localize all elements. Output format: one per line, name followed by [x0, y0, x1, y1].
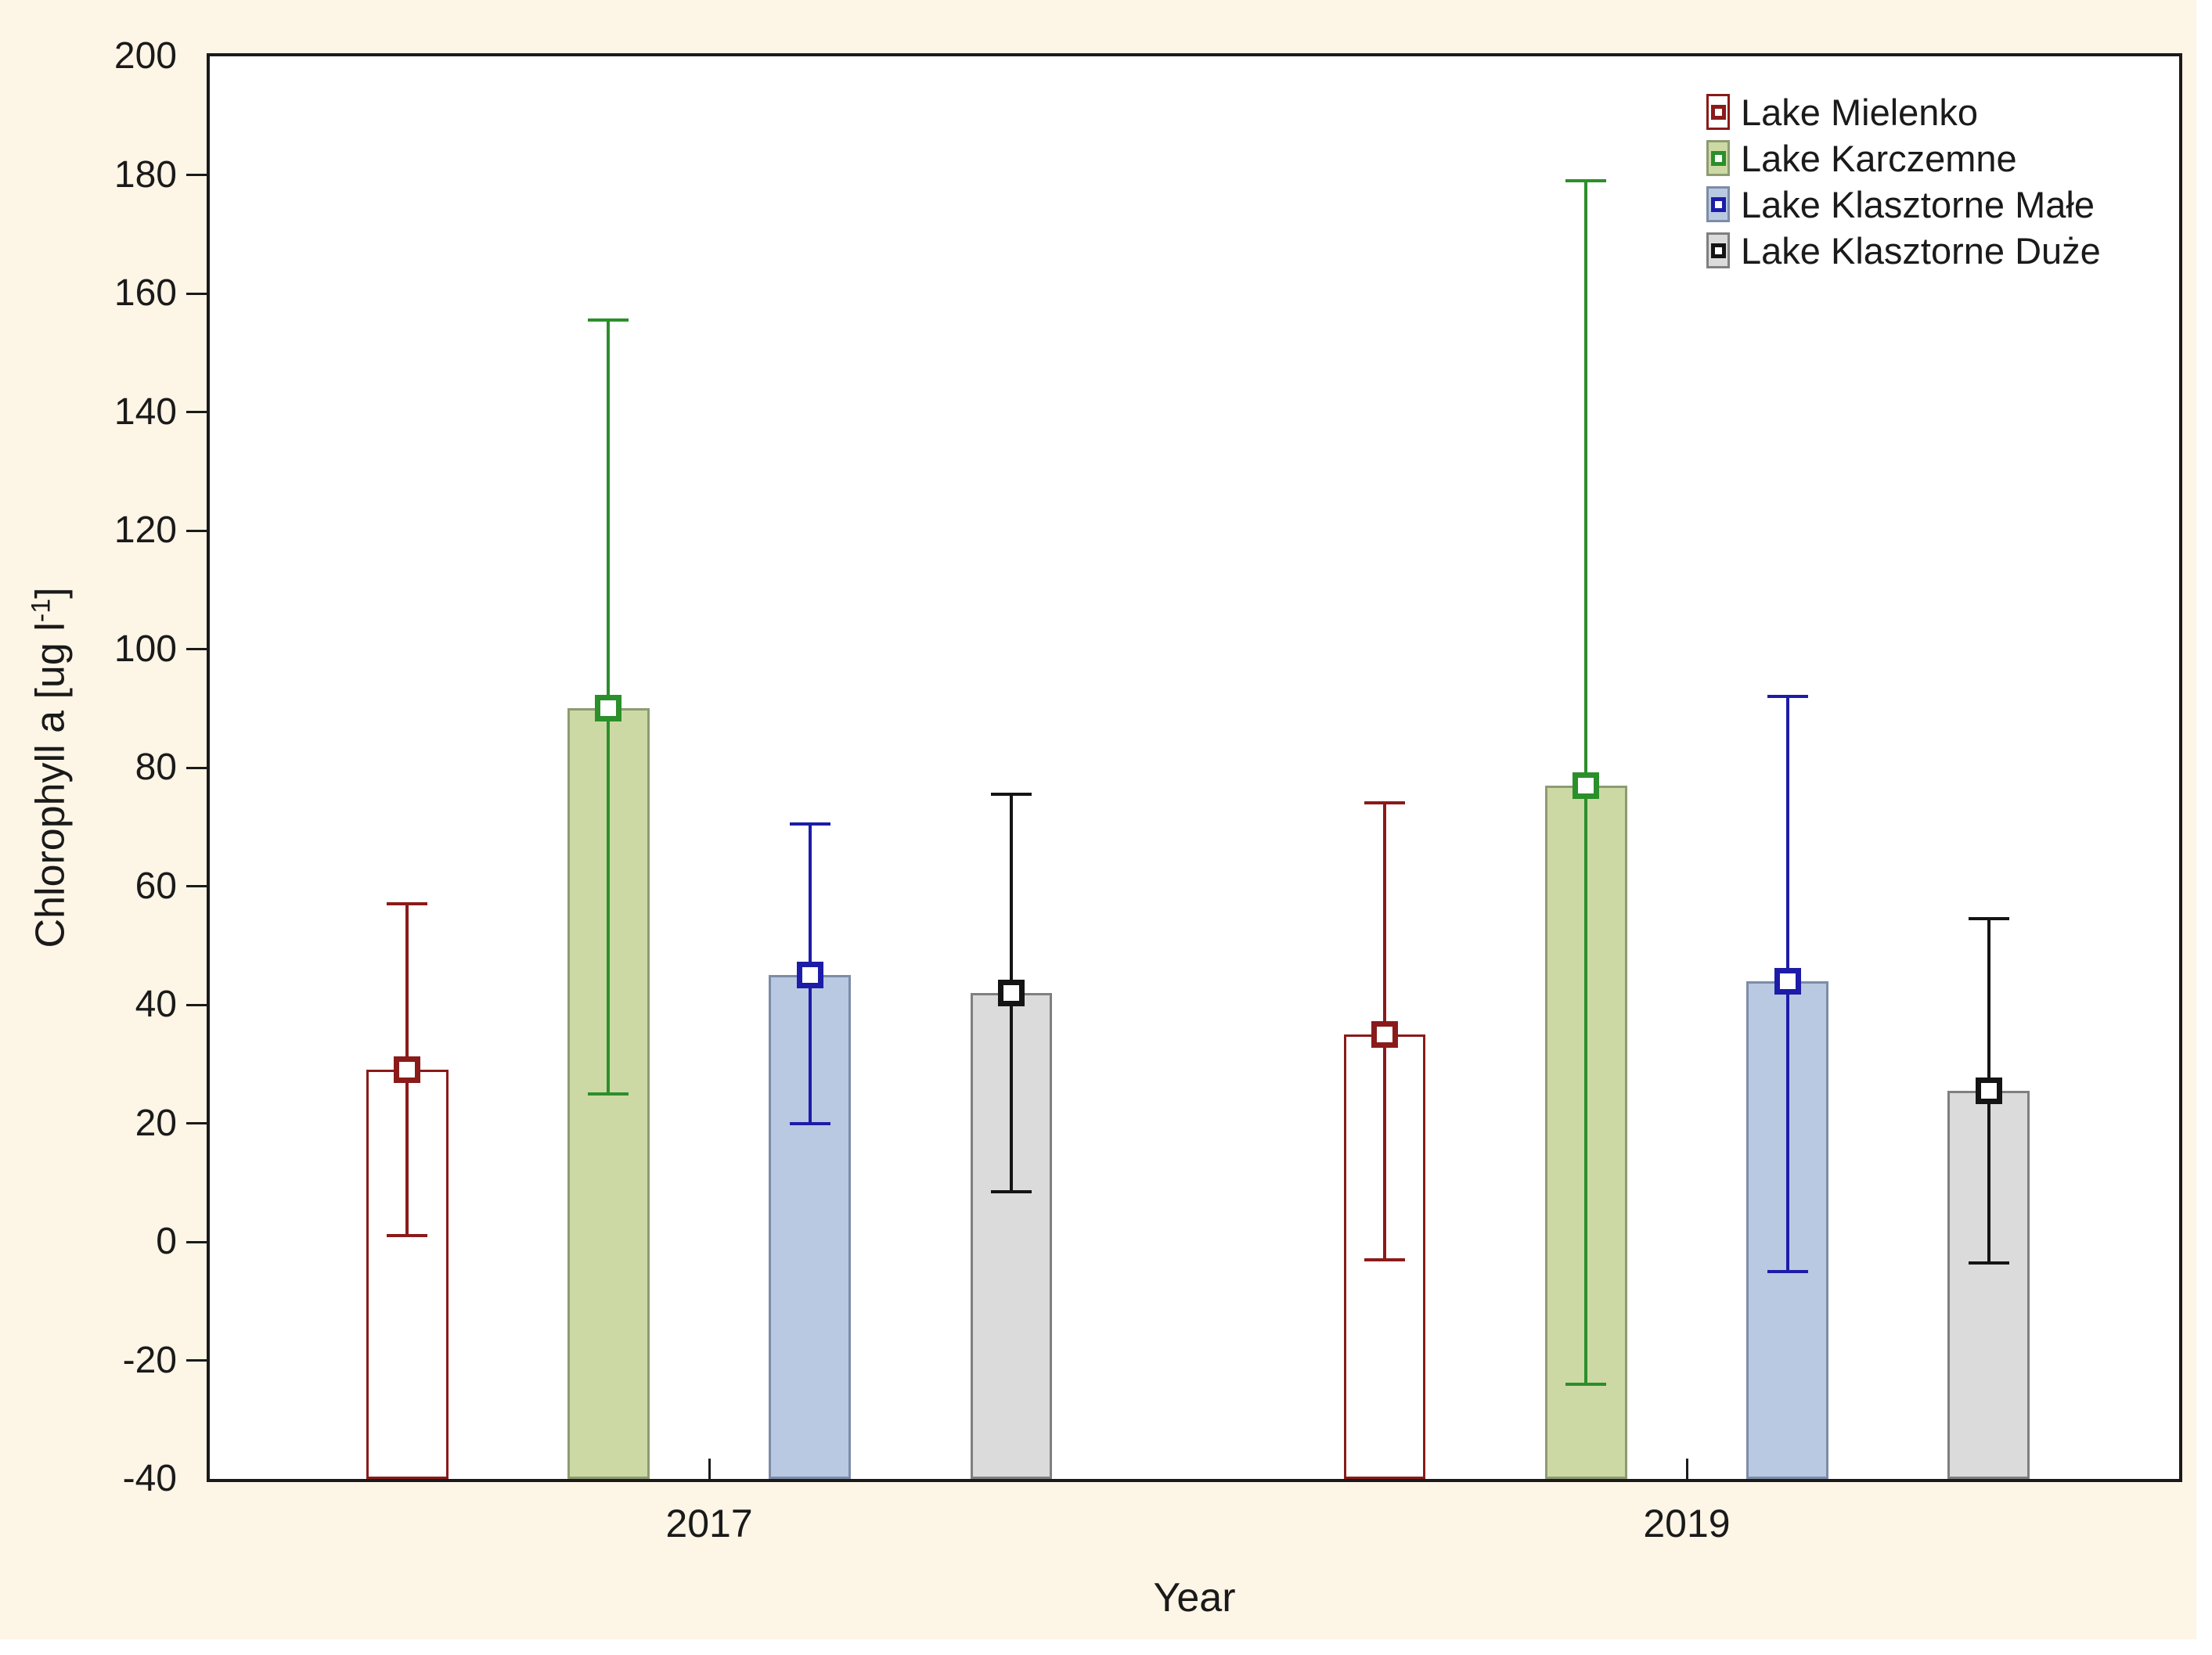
y-axis-tick: [186, 292, 207, 295]
y-axis-tick-label: 20: [135, 1102, 177, 1144]
bar-lake-klasztorne-ma-e-2017: [769, 975, 852, 1479]
y-axis-tick: [186, 1003, 207, 1006]
y-axis-tick-label: 80: [135, 747, 177, 788]
legend-marker-icon: [1710, 104, 1726, 120]
mean-marker: [1573, 772, 1600, 799]
error-bar-cap-upper: [387, 902, 428, 906]
y-axis-tick: [186, 1122, 207, 1124]
y-axis-tick-label: 120: [113, 509, 177, 551]
error-bar-cap-upper: [1565, 179, 1607, 183]
x-axis-tick-label: 2017: [665, 1502, 753, 1545]
y-axis-title: Chlorophyll a [ug l-1]: [26, 588, 74, 948]
error-bar-cap-upper: [588, 318, 629, 322]
x-axis-tick: [708, 1459, 711, 1479]
y-axis-tick: [186, 648, 207, 650]
y-axis-tick: [186, 174, 207, 176]
mean-marker: [1975, 1077, 2002, 1104]
mean-marker: [595, 695, 622, 722]
y-axis-tick: [186, 411, 207, 413]
error-bar-cap-lower: [991, 1189, 1032, 1193]
error-bar-cap-upper: [789, 822, 830, 826]
y-axis-tick-label: 100: [113, 628, 177, 670]
error-bar-cap-lower: [1364, 1257, 1406, 1261]
legend-item: Lake Klasztorne Duże: [1706, 230, 2101, 272]
y-axis-title-suffix: ]: [27, 587, 74, 599]
legend-swatch-icon: [1706, 94, 1730, 130]
error-bar-cap-lower: [1565, 1382, 1607, 1386]
legend-item-label: Lake Mielenko: [1741, 91, 1979, 133]
y-axis-title-superscript: -1: [26, 598, 56, 623]
y-axis-tick: [186, 885, 207, 887]
legend-marker-icon: [1710, 243, 1726, 258]
error-bar-cap-upper: [1767, 695, 1808, 699]
plot-area: Lake Mielenko Lake Karczemne Lake Klasztor…: [186, 53, 2182, 1482]
legend-marker-icon: [1710, 150, 1726, 166]
legend-marker-icon: [1710, 196, 1726, 212]
y-axis-tick-label: 40: [135, 984, 177, 1025]
error-bar-cap-upper: [991, 793, 1032, 797]
y-axis-tick: [186, 1359, 207, 1362]
mean-marker: [1774, 967, 1801, 995]
y-axis-tick-label: 60: [135, 865, 177, 907]
error-bar-cap-upper: [1364, 801, 1406, 805]
error-bar-cap-lower: [789, 1121, 830, 1125]
y-axis-tick: [186, 1240, 207, 1243]
y-axis-tick: [186, 529, 207, 532]
y-axis-tick-label: 200: [113, 35, 177, 77]
y-axis-tick-label: -20: [122, 1339, 177, 1381]
y-axis-tick-label: 180: [113, 153, 177, 196]
error-bar-cap-lower: [1968, 1261, 2009, 1265]
legend-item-label: Lake Klasztorne Duże: [1741, 229, 2101, 272]
legend-swatch-icon: [1706, 186, 1730, 222]
y-axis-tick-label: 140: [113, 390, 177, 433]
error-bar-cap-lower: [387, 1234, 428, 1238]
y-axis-title-text: Chlorophyll a [ug l: [27, 622, 74, 948]
x-axis-tick-label: 2019: [1643, 1502, 1731, 1545]
y-axis-tick: [186, 766, 207, 769]
mean-marker: [998, 979, 1025, 1006]
error-bar-cap-lower: [1767, 1269, 1808, 1273]
y-axis-tick-label: 160: [113, 272, 177, 314]
legend-item: Lake Klasztorne Małe: [1706, 184, 2101, 225]
y-axis-tick-label: 0: [156, 1221, 177, 1262]
x-axis-tick: [1685, 1459, 1688, 1479]
mean-marker: [1371, 1020, 1399, 1048]
x-axis-title: Year: [1153, 1575, 1236, 1621]
error-bar-cap-lower: [588, 1092, 629, 1096]
mean-marker: [394, 1056, 421, 1084]
legend-item: Lake Mielenko: [1706, 92, 2101, 133]
legend: Lake Mielenko Lake Karczemne Lake Klasztor…: [1706, 92, 2101, 272]
legend-swatch-icon: [1706, 140, 1730, 176]
legend-item-label: Lake Klasztorne Małe: [1741, 183, 2095, 225]
error-bar-cap-upper: [1968, 917, 2009, 921]
legend-swatch-icon: [1706, 232, 1730, 268]
y-axis-tick-label: -40: [122, 1458, 177, 1499]
legend-item-label: Lake Karczemne: [1741, 137, 2017, 179]
mean-marker: [796, 962, 823, 989]
legend-item: Lake Karczemne: [1706, 138, 2101, 179]
